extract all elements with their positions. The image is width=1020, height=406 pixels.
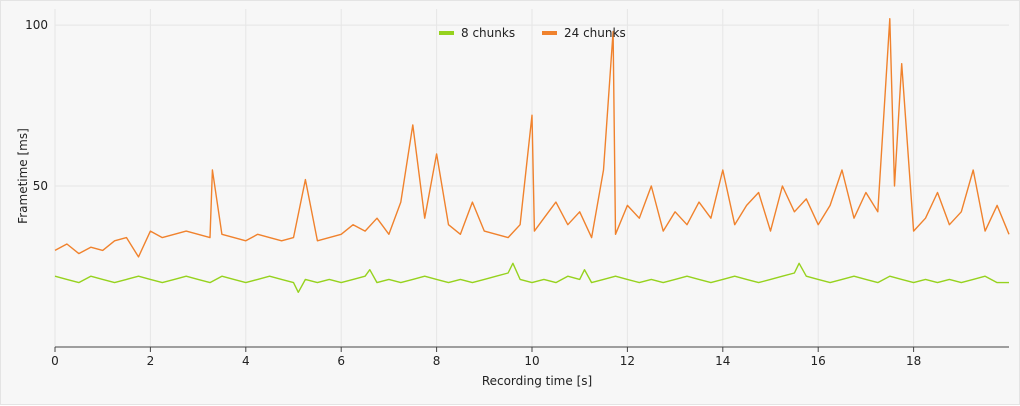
x-tick-label-9: 18 [906,354,921,368]
y-axis-title: Frametime [ms] [16,128,30,224]
x-tick-label-0: 0 [51,354,59,368]
x-tick-label-4: 8 [433,354,441,368]
x-tick-label-3: 6 [337,354,345,368]
legend-label-1: 24 chunks [564,26,626,40]
x-tick-label-8: 16 [811,354,826,368]
x-axis-title: Recording time [s] [482,374,592,388]
x-tick-label-5: 10 [524,354,539,368]
x-tick-label-6: 12 [620,354,635,368]
axis-layer: 0 2 4 6 8 10 12 14 16 18 50 100 [25,18,1009,368]
x-tick-label-2: 4 [242,354,250,368]
x-tick-label-7: 14 [715,354,730,368]
legend: 8 chunks 24 chunks [439,26,626,40]
series-line-8-chunks [54,262,1009,293]
y-tick-label-0: 50 [33,179,48,193]
grid-layer [54,9,1009,347]
x-tick-label-1: 2 [147,354,155,368]
legend-label-0: 8 chunks [461,26,515,40]
series-line-24-chunks [54,18,1010,258]
y-tick-label-1: 100 [25,18,48,32]
series-layer [54,18,1010,293]
